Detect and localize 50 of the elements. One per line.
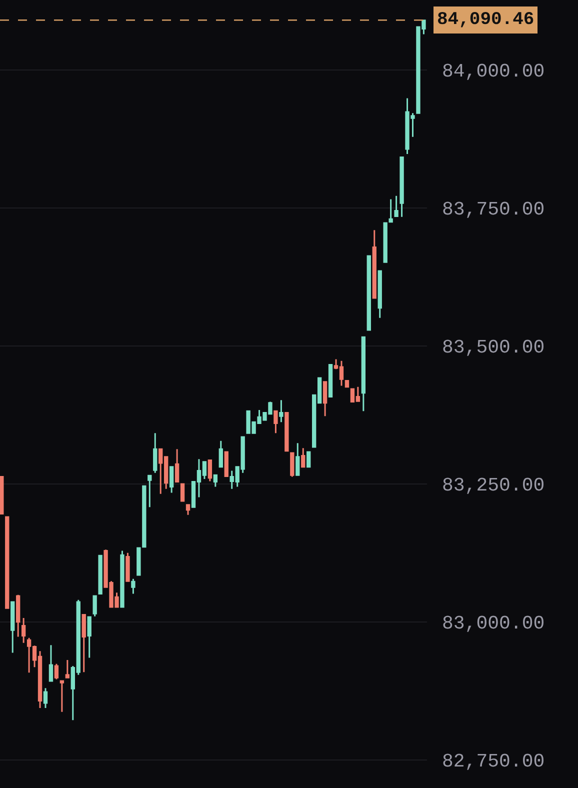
candlestick bbox=[131, 578, 136, 595]
y-tick-label: 82,750.00 bbox=[442, 750, 545, 773]
candlestick bbox=[394, 195, 398, 218]
candlestick bbox=[43, 687, 48, 709]
y-tick-label: 83,750.00 bbox=[442, 198, 545, 221]
candlestick bbox=[0, 476, 4, 514]
candlestick bbox=[274, 410, 278, 434]
candlestick bbox=[5, 516, 10, 609]
candlestick bbox=[208, 459, 212, 482]
candlestick bbox=[290, 452, 294, 478]
y-tick-label: 83,000.00 bbox=[442, 612, 545, 635]
candlestick bbox=[148, 474, 152, 508]
candlestick bbox=[48, 644, 54, 682]
candlestick bbox=[400, 156, 404, 218]
ref-line-label: 84,090.46 bbox=[437, 10, 534, 30]
candlestick bbox=[213, 474, 218, 488]
candlestick bbox=[65, 659, 70, 678]
y-tick-label: 83,250.00 bbox=[442, 474, 545, 497]
candlestick bbox=[60, 680, 64, 713]
candlestick bbox=[296, 442, 300, 476]
candlestick bbox=[87, 616, 92, 659]
candlestick bbox=[21, 617, 26, 644]
candlestick bbox=[372, 229, 376, 299]
candlestick bbox=[16, 594, 20, 638]
candlestick bbox=[10, 601, 15, 654]
candlestick bbox=[361, 336, 366, 412]
candlestick bbox=[328, 364, 333, 398]
candlestick bbox=[169, 466, 174, 494]
candlestick bbox=[224, 451, 228, 477]
y-tick-label: 83,500.00 bbox=[442, 336, 545, 359]
candlestick bbox=[98, 554, 102, 595]
candlestick bbox=[82, 614, 86, 673]
candlestick bbox=[120, 550, 124, 608]
candlestick bbox=[322, 381, 328, 417]
candlestick bbox=[378, 270, 382, 319]
candlestick bbox=[218, 440, 223, 468]
candlestick bbox=[366, 255, 371, 331]
candlestick bbox=[279, 399, 284, 423]
candlestick bbox=[186, 504, 190, 516]
candlestick bbox=[126, 552, 130, 582]
candlestick bbox=[344, 380, 350, 388]
candlestick bbox=[153, 432, 158, 474]
candlestick bbox=[92, 595, 97, 618]
candlestick bbox=[284, 412, 289, 452]
y-tick-label: 84,000.00 bbox=[442, 60, 545, 83]
candlestick bbox=[306, 451, 311, 468]
candlestick bbox=[180, 483, 185, 502]
candlestick bbox=[174, 448, 180, 482]
candlestick bbox=[301, 447, 306, 468]
candlestick bbox=[54, 663, 59, 680]
